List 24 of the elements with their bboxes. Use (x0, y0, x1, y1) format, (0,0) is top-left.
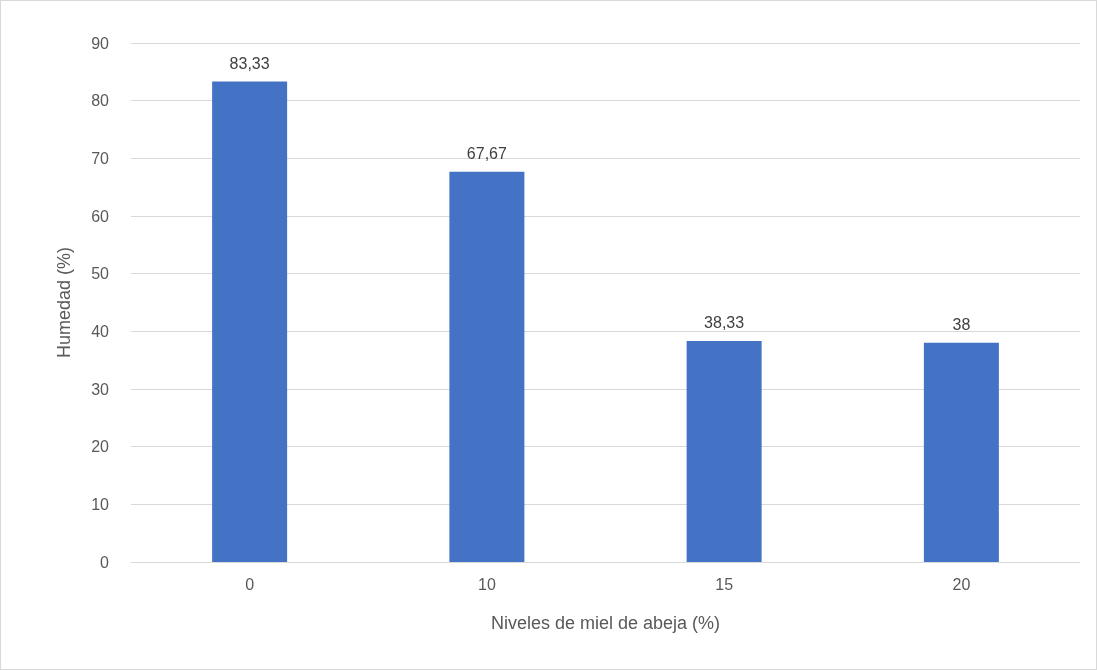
bar (923, 342, 999, 562)
y-tick-label: 60 (91, 207, 110, 225)
y-tick-label: 50 (91, 265, 110, 283)
x-tick-label: 20 (952, 575, 971, 593)
y-tick-label: 10 (91, 495, 110, 513)
y-tick-label: 90 (91, 34, 110, 52)
data-label: 38 (952, 316, 971, 334)
data-label: 67,67 (466, 145, 507, 163)
y-tick-label: 80 (91, 92, 110, 110)
y-axis-title: Humedad (%) (54, 246, 74, 359)
y-tick-label: 70 (91, 149, 110, 167)
y-tick-label: 0 (100, 553, 110, 571)
bar (686, 340, 762, 562)
y-tick-label: 40 (91, 322, 110, 340)
bar (212, 81, 288, 562)
x-tick-label: 10 (477, 575, 496, 593)
data-label: 83,33 (229, 54, 270, 72)
x-tick-label: 0 (245, 575, 255, 593)
data-label: 38,33 (704, 314, 745, 332)
y-tick-label: 20 (91, 438, 110, 456)
bar (449, 171, 525, 562)
x-axis-title: Niveles de miel de abeja (%) (490, 613, 721, 633)
y-tick-label: 30 (91, 380, 110, 398)
x-tick-label: 15 (715, 575, 734, 593)
